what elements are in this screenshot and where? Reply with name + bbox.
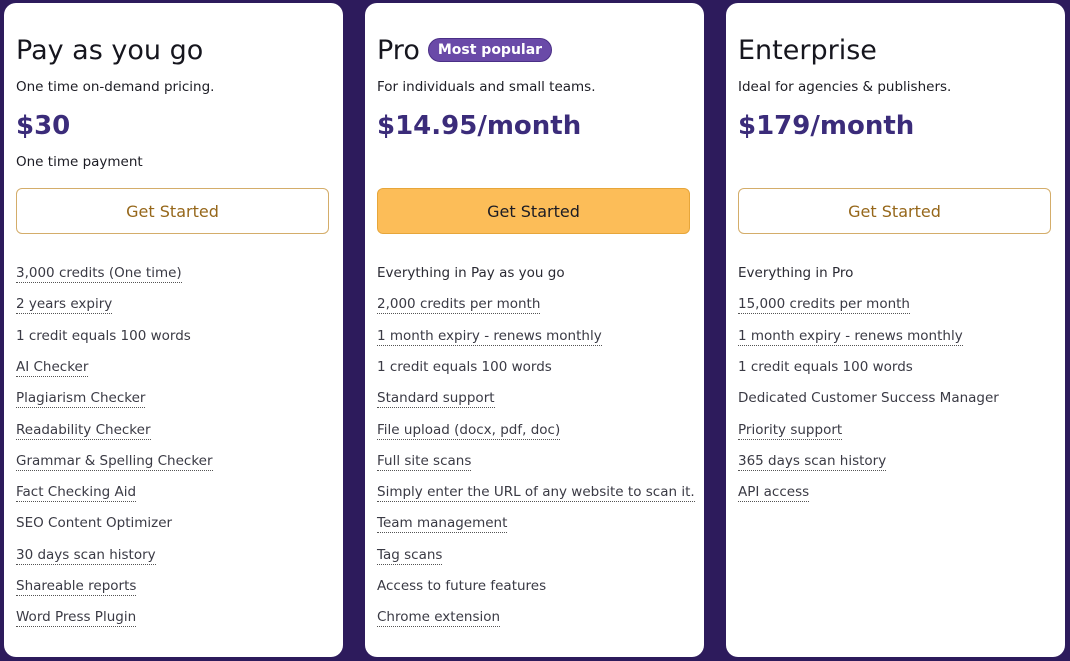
feature-item: File upload (docx, pdf, doc): [377, 421, 561, 440]
feature-item: Readability Checker: [16, 421, 151, 440]
feature-item: Access to future features: [377, 578, 547, 594]
plan-description: For individuals and small teams.: [377, 79, 596, 95]
feature-item: 1 credit equals 100 words: [738, 358, 913, 375]
feature-item: 30 days scan history: [16, 546, 156, 565]
feature-item: Chrome extension: [377, 609, 501, 628]
feature-item: Plagiarism Checker: [16, 390, 146, 409]
plan-card: Enterprise Ideal for agencies & publisher…: [726, 3, 1065, 657]
feature-item: Shareable reports: [16, 578, 137, 596]
plan-price: $179/month: [738, 111, 915, 141]
plan-price: $30: [16, 111, 71, 141]
feature-item: 1 month expiry - renews monthly: [377, 327, 602, 346]
popular-badge: Most popular: [427, 38, 553, 62]
feature-item: 1 credit equals 100 words: [16, 327, 191, 344]
plan-name: Pay as you go: [16, 35, 204, 66]
feature-item: 2,000 credits per month: [377, 296, 541, 315]
plan-header: Pay as you go: [16, 35, 203, 66]
feature-item: Grammar & Spelling Checker: [16, 452, 213, 471]
plan-card: Pay as you go One time on-demand pricing.…: [4, 3, 343, 657]
plan-name: Pro: [377, 35, 420, 66]
feature-item: Team management: [377, 515, 508, 534]
feature-item: Fact Checking Aid: [16, 484, 137, 503]
feature-item: Standard support: [377, 390, 495, 409]
feature-item: 365 days scan history: [738, 452, 887, 471]
feature-item: 1 month expiry - renews monthly: [738, 327, 963, 346]
feature-item: AI Checker: [16, 358, 89, 377]
plan-name: Enterprise: [738, 35, 877, 66]
price-note: One time payment: [16, 154, 143, 170]
feature-item: 3,000 credits (One time): [16, 265, 182, 283]
feature-item: API access: [738, 484, 810, 503]
plan-header: Enterprise: [738, 35, 877, 66]
plan-price: $14.95/month: [377, 111, 582, 141]
feature-item: Priority support: [738, 421, 843, 440]
get-started-button[interactable]: Get Started: [377, 188, 690, 234]
feature-item: Full site scans: [377, 452, 472, 471]
feature-item: Dedicated Customer Success Manager: [738, 390, 999, 407]
feature-item: 2 years expiry: [16, 296, 113, 315]
get-started-button[interactable]: Get Started: [738, 188, 1051, 234]
includes-line: Everything in Pay as you go: [377, 265, 565, 281]
feature-item: SEO Content Optimizer: [16, 515, 173, 532]
feature-item: Simply enter the URL of any website to s…: [377, 484, 695, 503]
get-started-button[interactable]: Get Started: [16, 188, 329, 234]
feature-item: Word Press Plugin: [16, 609, 137, 628]
feature-item: Tag scans: [377, 546, 443, 565]
plan-header: Pro Most popular: [377, 35, 553, 66]
plan-description: One time on-demand pricing.: [16, 79, 215, 95]
feature-item: 1 credit equals 100 words: [377, 358, 552, 375]
plan-card: Pro Most popular For individuals and small…: [365, 3, 704, 657]
includes-line: Everything in Pro: [738, 265, 854, 281]
feature-item: 15,000 credits per month: [738, 296, 910, 315]
plan-description: Ideal for agencies & publishers.: [738, 79, 952, 95]
